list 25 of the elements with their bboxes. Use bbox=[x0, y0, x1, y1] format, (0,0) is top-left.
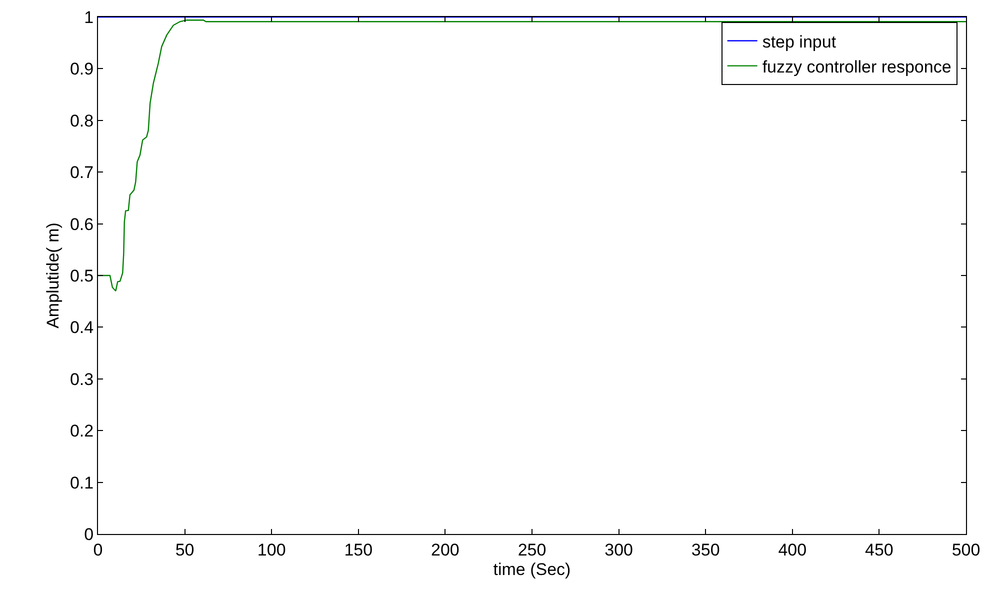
y-tick-label: 0.9 bbox=[70, 60, 94, 79]
y-tick-label: 0.3 bbox=[70, 370, 94, 389]
y-tick-label: 0.1 bbox=[70, 473, 94, 492]
x-tick-label: 200 bbox=[431, 540, 460, 560]
legend-label: fuzzy controller responce bbox=[762, 57, 952, 76]
y-tick-label: 0.2 bbox=[70, 422, 94, 441]
y-tick-label: 0.7 bbox=[70, 163, 94, 182]
x-tick-label: 400 bbox=[778, 540, 807, 560]
y-tick-label: 1 bbox=[84, 8, 94, 27]
y-tick-label: 0 bbox=[84, 524, 94, 544]
y-tick-label: 0.4 bbox=[70, 318, 94, 338]
y-tick-label: 0.6 bbox=[70, 214, 94, 234]
x-tick-label: 50 bbox=[175, 540, 194, 560]
x-tick-label: 500 bbox=[952, 540, 980, 560]
x-tick-label: 100 bbox=[257, 540, 286, 560]
y-tick-label: 0.8 bbox=[70, 111, 94, 130]
x-axis-title: time (Sec) bbox=[493, 560, 571, 579]
x-tick-label: 450 bbox=[865, 540, 894, 560]
legend-label: step input bbox=[762, 32, 836, 52]
x-tick-label: 250 bbox=[518, 540, 546, 560]
x-tick-label: 150 bbox=[344, 540, 373, 560]
y-tick-label: 0.5 bbox=[70, 266, 94, 286]
x-tick-label: 350 bbox=[691, 540, 720, 560]
x-tick-label: 300 bbox=[604, 540, 633, 560]
y-axis-title: Amplutide( m) bbox=[44, 222, 63, 328]
